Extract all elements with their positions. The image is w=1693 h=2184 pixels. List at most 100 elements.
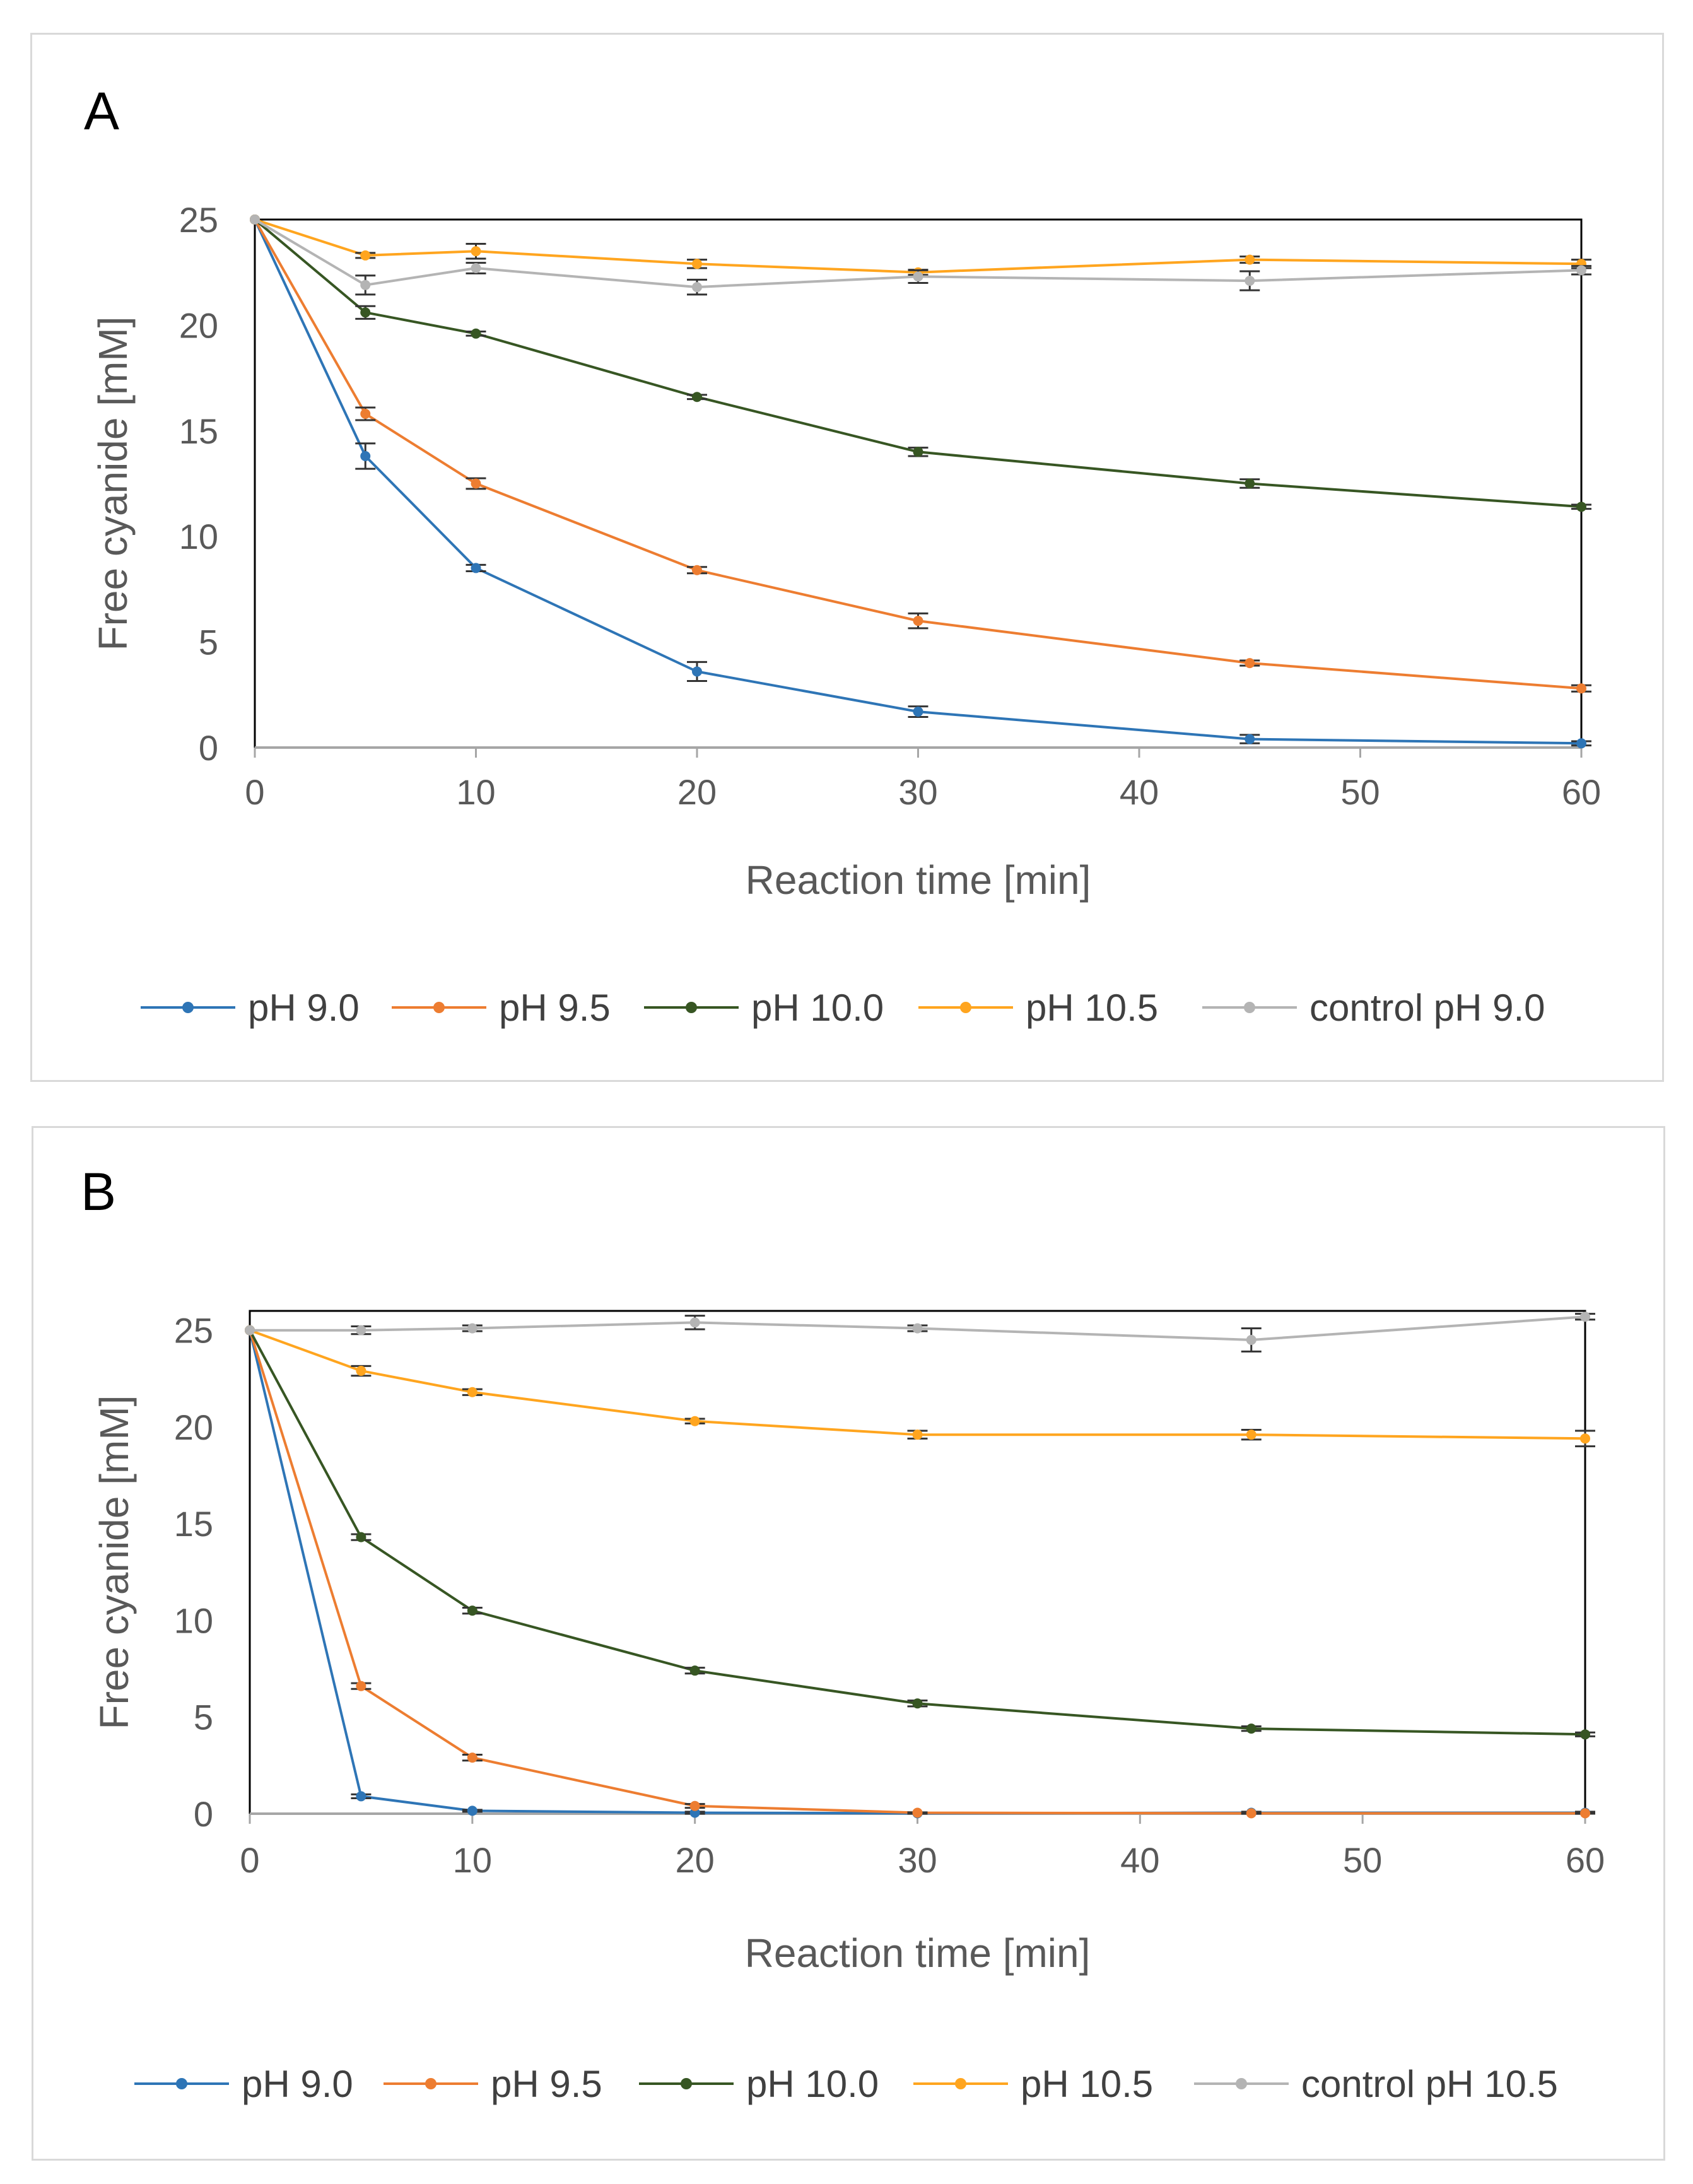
series-ph-10-0 bbox=[245, 1325, 1595, 1740]
data-point bbox=[360, 409, 371, 420]
x-axis-title-b: Reaction time [min] bbox=[745, 1930, 1091, 1976]
data-point bbox=[1246, 1334, 1257, 1345]
data-point bbox=[913, 616, 923, 626]
y-tick-label: 0 bbox=[194, 1794, 213, 1834]
data-point bbox=[1576, 265, 1586, 276]
data-point bbox=[1580, 1433, 1590, 1444]
legend-swatch-marker bbox=[1244, 1002, 1255, 1013]
plot-area-frame-b bbox=[249, 1310, 1586, 1815]
x-tick-label: 20 bbox=[677, 772, 717, 812]
legend-label: pH 9.5 bbox=[499, 987, 611, 1029]
data-point bbox=[689, 1317, 700, 1328]
legend-label: pH 9.0 bbox=[248, 987, 360, 1029]
x-tick-label: 40 bbox=[1120, 772, 1159, 812]
data-point bbox=[467, 1805, 477, 1816]
y-tick-label: 20 bbox=[174, 1407, 213, 1447]
data-point bbox=[360, 307, 371, 318]
data-point bbox=[692, 282, 702, 293]
data-point bbox=[689, 1665, 700, 1676]
data-point bbox=[689, 1800, 700, 1811]
x-tick-label: 50 bbox=[1343, 1840, 1382, 1880]
y-tick-label: 15 bbox=[174, 1504, 213, 1544]
y-tick-label: 10 bbox=[174, 1600, 213, 1640]
legend-swatch-marker bbox=[176, 2078, 187, 2089]
plot-area-frame-a bbox=[254, 218, 1583, 749]
data-point bbox=[467, 1606, 477, 1616]
data-point bbox=[1245, 276, 1255, 286]
data-point bbox=[471, 246, 481, 257]
legend-label: pH 10.5 bbox=[1021, 2063, 1153, 2105]
panel-label-a: A bbox=[84, 81, 119, 141]
legend-label: pH 10.0 bbox=[746, 2063, 879, 2105]
series-control-ph-9-0 bbox=[250, 214, 1591, 296]
series-ph-9-5 bbox=[245, 1325, 1595, 1819]
series-line-ph-9-0 bbox=[254, 219, 1582, 745]
series-line-ph-9-5 bbox=[249, 1330, 1585, 1815]
data-point bbox=[1576, 738, 1586, 749]
series-ph-10-5 bbox=[245, 1325, 1595, 1448]
data-point bbox=[356, 1532, 366, 1542]
legend-swatch-marker bbox=[681, 2078, 692, 2089]
y-tick-label: 10 bbox=[179, 517, 218, 556]
data-point bbox=[912, 1323, 923, 1334]
legend-label: control pH 10.5 bbox=[1301, 2063, 1558, 2105]
legend-swatch-marker bbox=[1236, 2078, 1247, 2089]
chart-b-canvas: B 0 10 20 30 40 50 60 0 5 10 15 20 25 Reaction time [m… bbox=[81, 1162, 1605, 2105]
data-point bbox=[1245, 658, 1255, 669]
data-point bbox=[912, 1807, 923, 1818]
legend-swatch-marker bbox=[960, 1002, 971, 1013]
data-point bbox=[471, 478, 481, 489]
data-point bbox=[360, 279, 371, 290]
legend-swatch-marker bbox=[182, 1002, 194, 1013]
legend-label: pH 9.0 bbox=[242, 2063, 353, 2105]
x-tick-label: 40 bbox=[1120, 1840, 1159, 1880]
legend-item-ph-9-5: pH 9.5 bbox=[384, 2063, 602, 2105]
series-ph-9-0 bbox=[250, 214, 1591, 749]
legend-label: pH 10.0 bbox=[751, 987, 884, 1029]
data-point bbox=[1580, 1808, 1590, 1819]
data-point bbox=[360, 450, 371, 461]
y-tick-label: 20 bbox=[179, 305, 218, 345]
x-tick-label: 60 bbox=[1562, 772, 1601, 812]
legend-item-ph-10-0: pH 10.0 bbox=[639, 2063, 879, 2105]
y-tick-label: 25 bbox=[174, 1311, 213, 1351]
x-tick-label: 20 bbox=[676, 1840, 715, 1880]
data-point bbox=[1245, 478, 1255, 489]
y-tick-label: 25 bbox=[179, 200, 218, 240]
y-tick-label: 0 bbox=[199, 728, 218, 768]
data-point bbox=[467, 1323, 477, 1334]
data-point bbox=[1245, 254, 1255, 265]
chart-panel-b: B 0 10 20 30 40 50 60 0 5 10 15 20 25 Reaction time [m… bbox=[32, 1126, 1665, 2161]
x-tick-label: 10 bbox=[456, 772, 495, 812]
series-ph-10-0 bbox=[250, 214, 1591, 512]
data-point bbox=[471, 328, 481, 339]
data-point bbox=[692, 259, 702, 269]
data-point bbox=[467, 1387, 477, 1397]
data-point bbox=[912, 1430, 923, 1440]
data-point bbox=[360, 250, 371, 261]
x-tick-label: 0 bbox=[240, 1840, 259, 1880]
x-tick-label: 50 bbox=[1340, 772, 1380, 812]
data-point bbox=[356, 1325, 366, 1336]
series-ph-10-5 bbox=[250, 214, 1591, 278]
data-point bbox=[913, 447, 923, 457]
data-point bbox=[356, 1366, 366, 1377]
panel-label-b: B bbox=[81, 1162, 116, 1221]
data-point bbox=[1246, 1430, 1257, 1440]
y-axis-title-a: Free cyanide [mM] bbox=[90, 317, 136, 651]
legend-swatch-marker bbox=[425, 2078, 436, 2089]
legend-item-ph-9-0: pH 9.0 bbox=[134, 2063, 353, 2105]
data-point bbox=[692, 565, 702, 575]
x-axis-title-a: Reaction time [min] bbox=[746, 857, 1091, 903]
legend-item-ph-10-0: pH 10.0 bbox=[644, 987, 884, 1029]
series-line-ph-10-5 bbox=[254, 218, 1582, 274]
y-axis-title-b: Free cyanide [mM] bbox=[91, 1395, 137, 1730]
x-tick-label: 0 bbox=[245, 772, 264, 812]
data-point bbox=[1246, 1723, 1257, 1734]
data-point bbox=[1245, 734, 1255, 744]
legend-label: control pH 9.0 bbox=[1309, 987, 1545, 1029]
data-point bbox=[356, 1791, 366, 1802]
x-tick-label: 60 bbox=[1566, 1840, 1605, 1880]
series-ph-9-0 bbox=[245, 1325, 1595, 1819]
y-tick-label: 5 bbox=[194, 1698, 213, 1737]
